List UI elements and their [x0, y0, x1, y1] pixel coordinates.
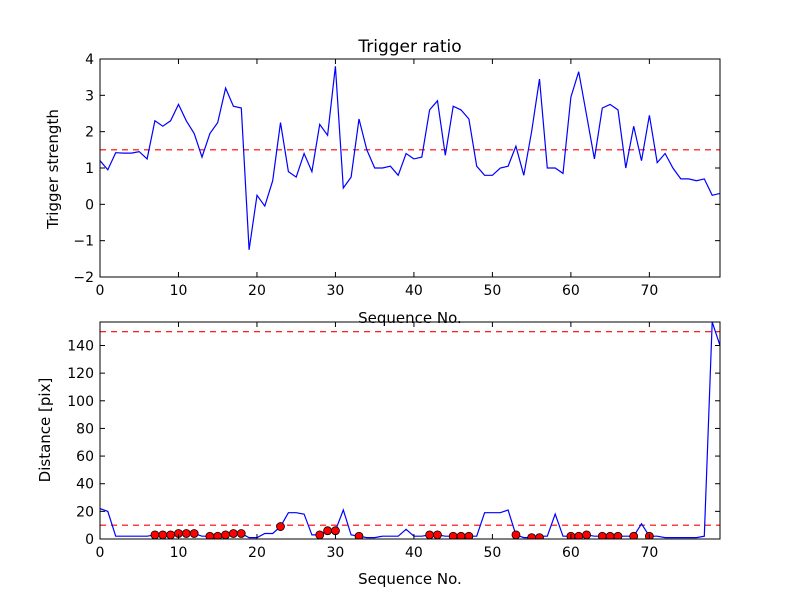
y-tick-label: 0: [85, 532, 94, 548]
y-axis-label: Distance [pix]: [36, 378, 54, 483]
data-point-marker: [229, 529, 238, 538]
x-tick-label: 60: [562, 545, 580, 561]
y-tick-label: 4: [85, 52, 94, 68]
y-tick-label: 60: [76, 449, 94, 465]
data-point-marker: [535, 533, 544, 539]
y-tick-label: 140: [67, 338, 94, 354]
data-point-marker: [166, 530, 176, 539]
data-point-marker: [236, 529, 246, 538]
x-tick-label: 10: [170, 545, 188, 561]
x-tick-label: 40: [405, 545, 423, 561]
series-line: [100, 66, 720, 250]
x-tick-label: 50: [483, 545, 501, 561]
x-tick-label: 50: [483, 283, 501, 299]
data-point-marker: [181, 529, 191, 538]
data-point-marker: [158, 530, 168, 539]
x-tick-label: 20: [248, 283, 266, 299]
data-point-marker: [276, 522, 285, 531]
data-point-marker: [189, 529, 199, 538]
x-tick-label: 0: [96, 283, 105, 299]
trigger-ratio-chart: Trigger ratio Sequence No. Trigger stren…: [44, 37, 721, 327]
y-tick-label: 0: [85, 197, 94, 213]
data-point-marker: [221, 530, 230, 539]
y-axis-label: Trigger strength: [44, 109, 62, 230]
data-point-marker: [315, 530, 325, 539]
chart-title: Trigger ratio: [357, 37, 461, 57]
x-axis-label: Sequence No.: [358, 309, 462, 327]
data-point-marker: [150, 530, 160, 539]
data-point-marker: [331, 526, 340, 536]
data-point-marker: [629, 531, 639, 539]
data-point-marker: [527, 533, 537, 539]
y-tick-label: −1: [73, 234, 94, 250]
y-tick-label: 120: [67, 366, 94, 382]
distance-chart: Sequence No. Distance [pix] 0 10 20 30 40 50 6…: [36, 321, 721, 588]
x-tick-label: 70: [640, 283, 658, 299]
y-tick-label: −2: [73, 270, 94, 286]
x-tick-label: 10: [170, 283, 188, 299]
y-tick-label: 1: [85, 161, 94, 177]
x-axis-label: Sequence No.: [358, 570, 462, 588]
y-tick-label: 20: [76, 504, 94, 520]
plot-frame: [99, 58, 721, 278]
x-tick-label: 40: [405, 283, 423, 299]
x-tick-label: 70: [640, 545, 658, 561]
x-tick-label: 30: [327, 545, 345, 561]
data-point-marker: [354, 531, 364, 539]
x-tick-label: 60: [562, 283, 580, 299]
series-line: [100, 322, 720, 539]
data-point-marker: [425, 530, 435, 539]
plot-area: [100, 66, 720, 250]
data-point-marker: [323, 526, 332, 536]
x-tick-label: 30: [327, 283, 345, 299]
plot-area: [100, 322, 720, 539]
data-point-marker: [613, 531, 623, 539]
y-tick-label: 80: [76, 421, 94, 437]
plot-frame: [99, 321, 721, 540]
x-tick-label: 0: [96, 545, 105, 561]
x-tick-label: 20: [248, 545, 266, 561]
data-point-marker: [582, 530, 591, 539]
data-point-marker: [433, 530, 442, 539]
data-point-marker: [464, 531, 474, 539]
y-tick-label: 3: [85, 88, 94, 104]
data-point-marker: [511, 530, 521, 539]
y-tick-label: 40: [76, 477, 94, 493]
y-tick-label: 2: [85, 125, 94, 141]
y-tick-label: 100: [67, 394, 94, 410]
